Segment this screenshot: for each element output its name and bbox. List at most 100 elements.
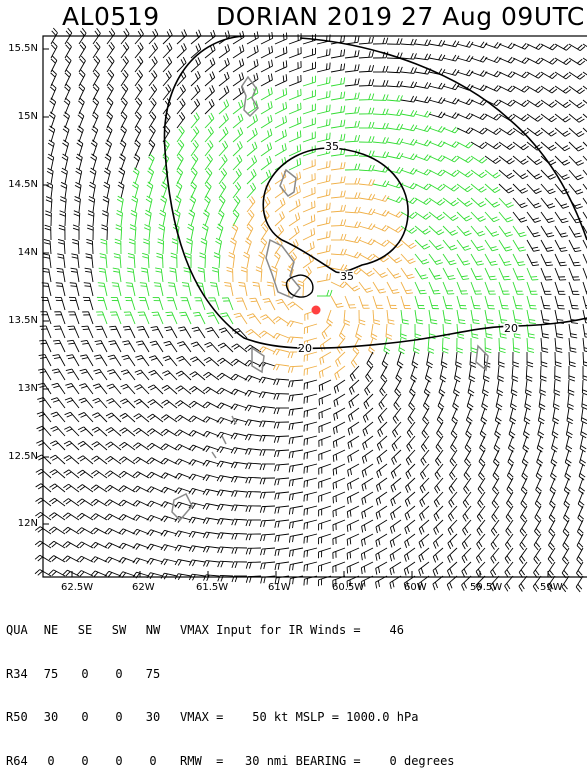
wind-barb-feather (70, 286, 76, 287)
r50-nw: 30 (136, 710, 170, 725)
wind-barb-feather (330, 35, 331, 41)
wind-barb-feather (56, 283, 62, 284)
lat-label-15-5n: 15.5N (0, 44, 38, 54)
wind-barb-feather (36, 469, 42, 472)
lat-label-14n: 14N (0, 248, 38, 258)
wind-barb (276, 436, 289, 437)
wind-barb-feather (140, 29, 143, 34)
wind-barb-feather (330, 49, 331, 55)
wind-barb-feather (393, 581, 394, 587)
wind-barb-feather (330, 231, 331, 237)
wind-barb (331, 225, 344, 226)
wind-barb (220, 575, 233, 576)
wind-barb-feather (518, 279, 524, 280)
wind-barb-feather (126, 283, 132, 284)
wind-barb (262, 506, 275, 507)
wind-barb-feather (390, 583, 391, 589)
wind-barb-feather (113, 286, 119, 287)
r64-sw: 0 (102, 754, 136, 769)
row-name-r50: R50 (6, 710, 34, 725)
wind-barb-feather (42, 286, 48, 287)
wind-barb-feather (327, 175, 328, 181)
wind-barb (442, 338, 443, 351)
wind-barb (540, 366, 541, 379)
wind-barb-feather (327, 161, 328, 167)
wind-barb-feather (35, 570, 40, 574)
wind-barb-feather (53, 28, 57, 33)
lon-label-60w: 60W (404, 583, 427, 593)
wind-radii-table: QUA NE SE SW NW VMAX Input for IR Winds … (6, 594, 455, 783)
wind-barb-feather (503, 276, 509, 277)
wind-barb-feather (98, 283, 104, 284)
contour-label-20-right: 20 (504, 322, 518, 335)
wind-barb-feather (435, 582, 437, 588)
wind-barb (569, 352, 570, 365)
wind-barb-feather (35, 498, 40, 501)
wind-barb (162, 255, 163, 268)
wind-barb (359, 85, 372, 86)
wind-barb-feather (97, 28, 101, 33)
lat-label-12-5n: 12.5N (0, 452, 38, 462)
lon-label-61-5w: 61.5W (196, 583, 228, 593)
wind-barb-feather (330, 161, 331, 167)
r64-ne: 0 (34, 754, 68, 769)
contour-label-35-bottom: 35 (340, 270, 354, 283)
wind-barb-feather (68, 326, 74, 327)
wind-barb-feather (286, 60, 287, 66)
wind-barb-feather (376, 582, 377, 588)
wind-barb-feather (38, 514, 43, 518)
wind-barb-feather (184, 29, 187, 35)
wind-barb-feather (286, 46, 287, 52)
wind-barb (582, 380, 583, 393)
r50-se: 0 (68, 710, 102, 725)
wind-barb-feather (330, 119, 331, 125)
wind-barb-feather (261, 577, 262, 583)
wind-barb-feather (126, 29, 129, 34)
wind-barb-feather (336, 482, 337, 488)
wind-barb-feather (140, 283, 146, 284)
wind-barb (163, 241, 164, 254)
wind-barb-feather (327, 49, 328, 55)
vmax-ir-input: VMAX Input for IR Winds = 46 (180, 623, 404, 638)
wind-barb-feather (80, 31, 84, 36)
wind-barb-feather (327, 203, 328, 209)
wind-barb-feather (330, 245, 331, 251)
wind-barb-feather (36, 441, 42, 444)
wind-barb-feather (127, 286, 133, 287)
row-name-r64: R64 (6, 754, 34, 769)
wind-barb-feather (330, 105, 331, 111)
wind-barb-feather (167, 315, 173, 316)
row-name-r34: R34 (6, 667, 34, 682)
wind-barb-feather (322, 398, 323, 404)
wind-barb-feather (68, 28, 72, 33)
wind-barb-feather (35, 541, 40, 545)
wind-barb-feather (330, 217, 331, 223)
wind-barb-feather (464, 583, 467, 589)
r50-ne: 30 (34, 710, 68, 725)
lat-label-15n: 15N (0, 112, 38, 122)
wind-barb-feather (38, 543, 43, 547)
lat-label-14-5n: 14.5N (0, 180, 38, 190)
wind-barb-feather (330, 91, 331, 97)
wind-barb-feather (35, 555, 40, 559)
wind-barb (262, 435, 275, 436)
r34-sw: 0 (102, 667, 136, 682)
lon-label-62w: 62W (132, 583, 155, 593)
table-header-row: QUA NE SE SW NW VMAX Input for IR Winds … (6, 623, 455, 638)
lat-label-12n: 12N (0, 519, 38, 529)
wind-barb-feather (286, 33, 287, 39)
wind-barb-feather (327, 63, 328, 69)
wind-barb-feather (576, 587, 580, 592)
wind-barb-feather (333, 483, 334, 489)
wind-barb-feather (330, 189, 331, 195)
wind-barb-feather (52, 31, 56, 36)
wind-barb-feather (330, 175, 331, 181)
wind-barb (576, 576, 583, 587)
r64-se: 0 (68, 754, 102, 769)
table-header-ne: NE (34, 623, 68, 638)
wind-barb-feather (578, 584, 582, 589)
r50-sw: 0 (102, 710, 136, 725)
wind-barb-feather (169, 29, 172, 35)
wind-barb-feather (95, 31, 99, 36)
wind-barb-feather (433, 291, 439, 292)
